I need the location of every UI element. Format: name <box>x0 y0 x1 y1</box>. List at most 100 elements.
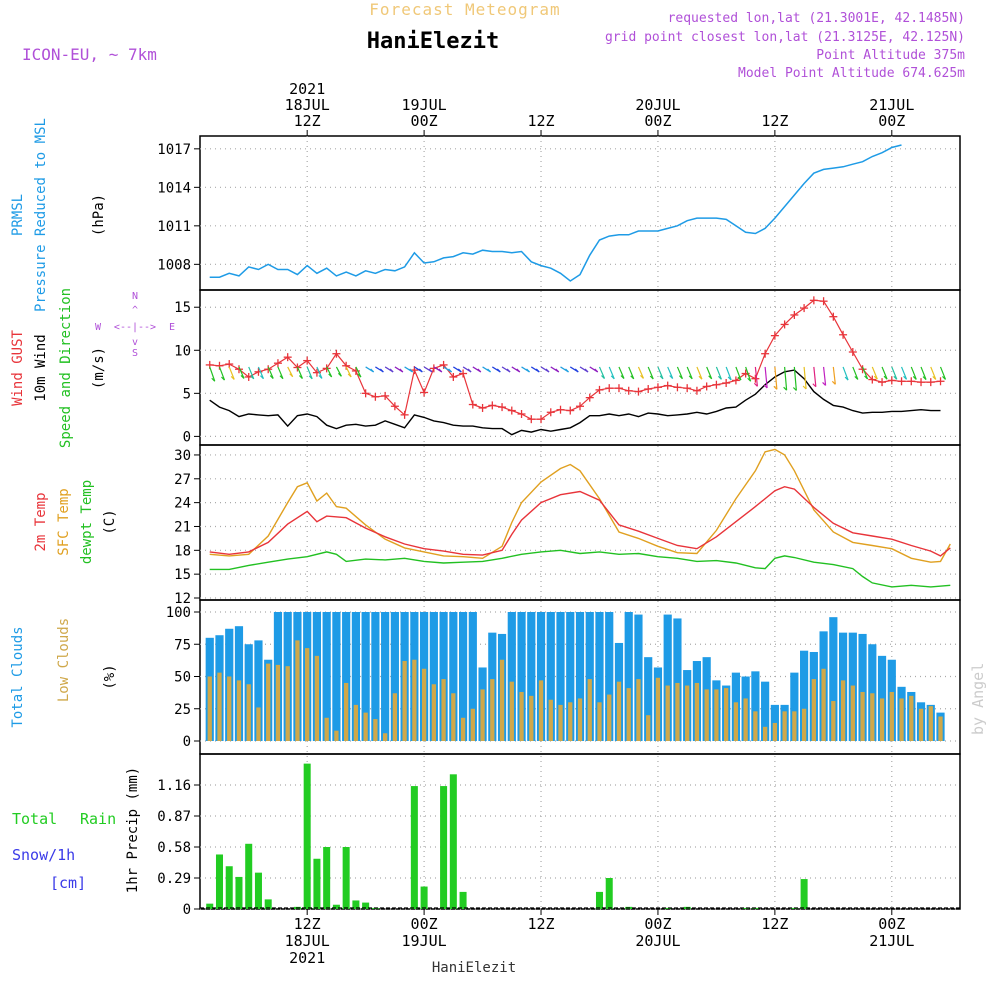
gridpoint-coords: grid point closest lon,lat (21.3125E, 42… <box>605 30 965 45</box>
wind-direction-arrow <box>842 366 849 381</box>
total-cloud-bar <box>322 612 331 741</box>
wind-direction-arrowhead <box>230 376 235 380</box>
wind-direction-arrowhead <box>812 383 817 388</box>
total-cloud-bar <box>858 633 867 741</box>
pressure-unit: (hPa) <box>91 194 107 236</box>
low-cloud-bar <box>295 640 300 741</box>
ytick-label-pressure: 1011 <box>157 219 191 235</box>
bottom-axis-label: 21JUL <box>869 932 914 950</box>
total-cloud-bar <box>595 612 604 741</box>
ytick-label-wind: 0 <box>183 429 191 445</box>
wind-direction-arrowhead <box>883 375 888 380</box>
cloud-series <box>205 612 945 741</box>
wind-direction-arrowhead <box>477 368 482 373</box>
wind-direction-arrowhead <box>506 368 511 373</box>
low-cloud-bar <box>529 695 534 741</box>
compass-w: W <box>95 322 102 333</box>
total-cloud-bar <box>634 614 643 741</box>
total-cloud-bar <box>566 612 575 741</box>
low-cloud-bar <box>655 677 661 741</box>
ytick-label-clouds: 100 <box>166 605 191 621</box>
total-cloud-bar <box>527 612 536 741</box>
total-cloud-bar <box>800 650 809 741</box>
precip-bar <box>215 854 223 909</box>
wind-direction-arrow <box>822 366 827 386</box>
wind-direction-arrow <box>228 366 235 380</box>
wind-direction-arrowhead <box>763 384 768 389</box>
wind-direction-arrowhead <box>753 382 758 387</box>
wind-direction-arrow <box>803 366 807 390</box>
low-cloud-bar <box>636 679 641 741</box>
low-cloud-bar <box>743 698 748 741</box>
low-cloud-bar <box>646 715 651 741</box>
compass-n: N <box>132 291 138 302</box>
wind-direction-arrowhead <box>698 375 703 380</box>
precip-bar <box>664 907 672 909</box>
product-title: Forecast Meteogram <box>369 0 560 19</box>
wind-direction-arrowhead <box>727 376 732 381</box>
low-cloud-bar <box>236 680 242 741</box>
low-cloud-bar <box>441 679 446 741</box>
wind-direction-arrow <box>871 366 878 380</box>
ytick-label-temp: 18 <box>174 543 191 559</box>
ytick-label-precip: 0.87 <box>157 809 191 825</box>
low-cloud-bar <box>909 695 914 741</box>
temp-panel-labels: 2m Temp SFC Temp dewpt Temp (C) <box>33 480 118 564</box>
wind-direction-arrowhead <box>942 376 946 380</box>
wind-direction-arrowhead <box>357 373 362 378</box>
ytick-label-temp: 30 <box>174 448 191 464</box>
pressure-label-1: PRMSL <box>10 194 26 236</box>
precip-bar <box>362 902 370 909</box>
bottom-axis-label: 2021 <box>289 949 325 967</box>
low-cloud-bar <box>587 679 592 741</box>
low-cloud-bar <box>928 706 933 741</box>
low-cloud-bar <box>918 708 924 741</box>
precip-series <box>200 763 960 909</box>
low-cloud-bar <box>694 682 700 741</box>
total-cloud-bar <box>507 612 516 741</box>
wind-direction-arrowhead <box>708 375 713 380</box>
wind-direction-arrow <box>618 366 625 379</box>
wind-direction-arrow <box>696 366 703 380</box>
wind-direction-arrow <box>267 366 274 379</box>
total-cloud-bar <box>868 644 877 741</box>
bottom-axis-label: 12Z <box>761 915 788 933</box>
model-altitude: Model Point Altitude 674.625m <box>738 66 965 81</box>
total-cloud-bar <box>342 612 351 741</box>
ytick-label-temp: 21 <box>174 519 191 535</box>
point-altitude: Point Altitude 375m <box>816 48 965 63</box>
wind-direction-arrowhead <box>545 368 550 373</box>
precip-bar <box>225 866 233 909</box>
ytick-label-pressure: 1008 <box>157 257 191 273</box>
wind-direction-arrow <box>813 366 817 387</box>
snow-label: Snow/1h <box>12 846 75 864</box>
requested-coords: requested lon,lat (21.3001E, 42.1485N) <box>668 11 965 26</box>
cloud-panel-labels: Total Clouds Low Clouds (%) <box>10 618 118 728</box>
wind-direction-arrowhead <box>389 368 394 373</box>
wind-direction-arrowhead <box>240 374 245 379</box>
precip-bar <box>605 878 613 909</box>
low-cloud-bar <box>568 702 573 741</box>
low-cloud-bar <box>733 702 739 741</box>
wind-direction-arrow <box>608 366 615 380</box>
low-cloud-bar <box>675 682 680 741</box>
precip-bar <box>235 876 243 909</box>
gust-line <box>209 299 941 420</box>
low-cloud-bar <box>899 698 904 741</box>
wind-direction-arrowhead <box>418 368 423 373</box>
wind-direction-arrowhead <box>831 380 836 385</box>
low-cloud-bar <box>782 711 787 741</box>
top-axis-label: 00Z <box>644 112 671 130</box>
wind-direction-arrow <box>706 366 713 380</box>
low-cloud-bar <box>344 682 349 741</box>
total-cloud-bar <box>390 612 399 741</box>
top-axis-label: 00Z <box>878 112 905 130</box>
low-cloud-bar <box>616 681 622 741</box>
precip-bar <box>342 847 350 909</box>
ytick-label-wind: 10 <box>174 343 191 359</box>
low-cloud-bar <box>938 716 943 741</box>
wind-direction-arrow <box>715 366 722 380</box>
bottom-axis-label: 12Z <box>527 915 554 933</box>
low-cloud-bar <box>772 722 778 741</box>
